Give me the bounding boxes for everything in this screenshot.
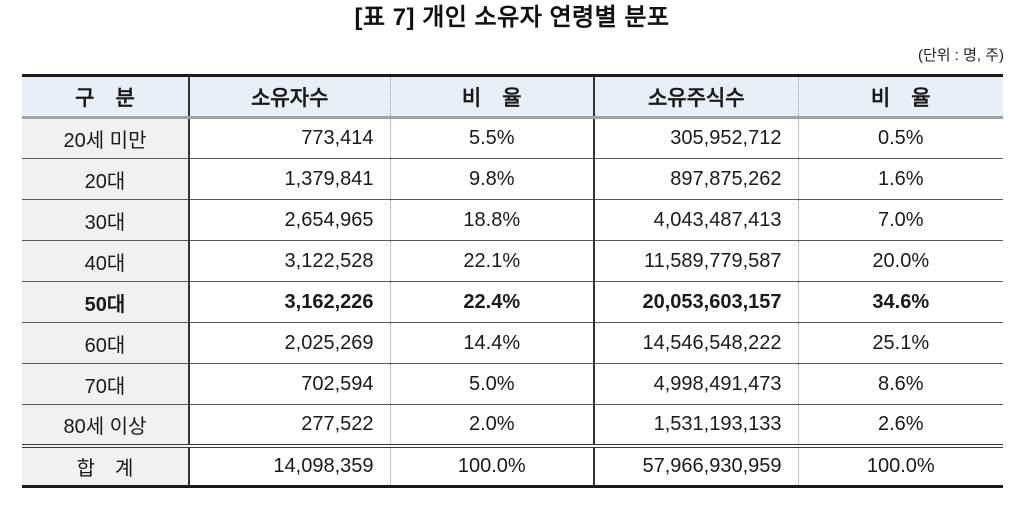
shares-pct-cell: 2.6% <box>798 404 1003 446</box>
owners-cell: 3,162,226 <box>189 281 391 323</box>
category-cell: 80세 이상 <box>22 404 190 446</box>
owners-cell: 277,522 <box>189 404 391 446</box>
shares-pct-cell: 0.5% <box>877 127 924 149</box>
owners-pct-cell: 5.5% <box>390 117 595 159</box>
shares-cell: 4,043,487,413 <box>594 199 799 241</box>
owners-cell: 2,025,269 <box>189 322 391 364</box>
unit-note: (단위 : 명, 주) <box>917 47 1004 64</box>
shares-cell: 20,053,603,157 <box>594 281 799 323</box>
shares-cell: 305,952,712 <box>594 117 799 159</box>
owners-pct-cell: 22.4% <box>390 281 595 323</box>
category-cell: 40대 <box>22 240 190 282</box>
owners-pct-cell: 5.0% <box>390 363 595 405</box>
shares-cell: 14,546,548,222 <box>594 322 799 364</box>
total-owners-pct-cell: 100.0% <box>390 443 595 487</box>
category-cell: 20세 미만 <box>22 117 190 159</box>
total-category-cell: 합 계 <box>22 443 190 487</box>
shares-pct-cell: 25.1% <box>798 322 1003 364</box>
table-row-total: 합 계 14,098,359 100.0% 57,966,930,959 100… <box>22 443 1003 487</box>
age-distribution-table: 구 분 소유자수 비 율 소유주식수 비 율 20세 미만 773,414 5.… <box>22 74 1003 488</box>
shares-cell: 11,589,779,587 <box>594 240 799 282</box>
owners-cell: 773,414 <box>189 117 391 159</box>
total-shares-pct-cell: 100.0% <box>798 443 1003 487</box>
header-row: 구 분 소유자수 비 율 소유주식수 비 율 <box>22 75 1003 119</box>
shares-pct-cell: 8.6% <box>798 363 1003 405</box>
shares-cell: 4,998,491,473 <box>594 363 799 405</box>
category-cell: 70대 <box>22 363 190 405</box>
category-cell: 30대 <box>22 199 190 241</box>
owners-pct-cell: 9.8% <box>390 158 595 200</box>
owners-cell: 702,594 <box>189 363 391 405</box>
owners-pct-cell: 18.8% <box>390 199 595 241</box>
table-row-70s: 70대 702,594 5.0% 4,998,491,473 8.6% <box>22 363 1003 405</box>
header-owners-ratio: 비 율 <box>390 75 595 119</box>
shares-pct-cell: 20.0% <box>798 240 1003 282</box>
table-row-50s-highlight: 50대 3,162,226 22.4% 20,053,603,157 34.6% <box>22 281 1003 323</box>
table-row-30s: 30대 2,654,965 18.8% 4,043,487,413 7.0% <box>22 199 1003 241</box>
category-cell: 20대 <box>22 158 190 200</box>
shares-pct-cell: 34.6% <box>798 281 1003 323</box>
shares-cell: 897,875,262 <box>594 158 799 200</box>
table-row-20s: 20대 1,379,841 9.8% 897,875,262 1.6% <box>22 158 1003 200</box>
table-row-under20: 20세 미만 773,414 5.5% 305,952,712 0.5% <box>22 117 1003 159</box>
table-row-40s: 40대 3,122,528 22.1% 11,589,779,587 20.0% <box>22 240 1003 282</box>
shares-cell: 1,531,193,133 <box>594 404 799 446</box>
page-title: [표 7] 개인 소유자 연령별 분포 <box>354 4 670 31</box>
total-shares-cell: 57,966,930,959 <box>594 443 799 487</box>
header-shares-ratio: 비 율 <box>798 75 1003 119</box>
header-shares: 소유주식수 <box>594 75 799 119</box>
shares-pct-cell: 7.0% <box>798 199 1003 241</box>
category-cell: 60대 <box>22 322 190 364</box>
owners-cell: 2,654,965 <box>189 199 391 241</box>
header-owners: 소유자수 <box>189 75 391 119</box>
owners-pct-cell: 14.4% <box>390 322 595 364</box>
category-cell: 50대 <box>22 281 190 323</box>
owners-pct-cell: 22.1% <box>390 240 595 282</box>
table-row-60s: 60대 2,025,269 14.4% 14,546,548,222 25.1% <box>22 322 1003 364</box>
owners-pct-cell: 2.0% <box>390 404 595 446</box>
owners-cell: 3,122,528 <box>189 240 391 282</box>
shares-pct-cell: 1.6% <box>798 158 1003 200</box>
total-owners-cell: 14,098,359 <box>189 443 391 487</box>
table-row-over80: 80세 이상 277,522 2.0% 1,531,193,133 2.6% <box>22 404 1003 446</box>
header-category: 구 분 <box>22 75 190 119</box>
owners-cell: 1,379,841 <box>189 158 391 200</box>
